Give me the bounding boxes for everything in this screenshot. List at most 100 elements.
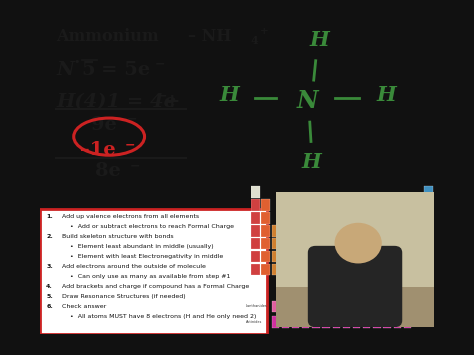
Bar bbox=[322, 301, 330, 312]
Bar bbox=[262, 251, 270, 262]
Text: −: − bbox=[130, 159, 140, 172]
Text: N: N bbox=[297, 89, 319, 113]
Bar bbox=[393, 225, 402, 236]
Bar bbox=[282, 238, 291, 250]
Bar bbox=[262, 225, 270, 236]
Bar bbox=[262, 238, 270, 250]
Bar bbox=[383, 264, 392, 275]
Bar bbox=[251, 199, 260, 211]
Text: −: − bbox=[125, 138, 136, 151]
Bar bbox=[322, 264, 331, 275]
Text: = 5e: = 5e bbox=[101, 61, 150, 79]
Text: Build skeleton structure with bonds: Build skeleton structure with bonds bbox=[62, 234, 173, 239]
Text: H: H bbox=[302, 153, 322, 173]
Bar bbox=[424, 186, 433, 198]
Bar bbox=[424, 225, 433, 236]
Bar bbox=[383, 301, 391, 312]
Bar bbox=[343, 316, 350, 328]
Bar bbox=[333, 301, 340, 312]
Bar bbox=[383, 238, 392, 250]
Text: •  Add or subtract electrons to reach Formal Charge: • Add or subtract electrons to reach For… bbox=[62, 224, 234, 229]
Text: 1.: 1. bbox=[46, 213, 53, 219]
Bar bbox=[251, 186, 260, 198]
Text: H: H bbox=[219, 84, 239, 105]
Bar bbox=[272, 251, 280, 262]
Text: Actinides: Actinides bbox=[246, 320, 262, 323]
Bar bbox=[363, 238, 372, 250]
Bar bbox=[393, 301, 401, 312]
Bar bbox=[393, 199, 402, 211]
Text: H: H bbox=[377, 84, 396, 105]
Bar bbox=[282, 264, 291, 275]
Bar bbox=[292, 238, 301, 250]
Bar bbox=[349, 240, 368, 257]
Bar bbox=[312, 301, 319, 312]
Bar bbox=[424, 251, 433, 262]
Bar bbox=[424, 264, 433, 275]
Text: – NH: – NH bbox=[188, 28, 231, 45]
Bar bbox=[333, 225, 341, 236]
Bar bbox=[333, 316, 340, 328]
Text: −: − bbox=[155, 58, 165, 71]
Bar bbox=[363, 264, 372, 275]
Bar bbox=[393, 316, 401, 328]
Bar bbox=[312, 238, 321, 250]
Bar bbox=[343, 238, 351, 250]
Bar bbox=[251, 238, 260, 250]
Bar bbox=[383, 225, 392, 236]
Bar bbox=[262, 212, 270, 224]
Text: −: − bbox=[157, 90, 167, 103]
Bar bbox=[404, 238, 412, 250]
Bar bbox=[343, 264, 351, 275]
Bar bbox=[414, 251, 422, 262]
Bar bbox=[373, 212, 382, 224]
Bar bbox=[373, 251, 382, 262]
Bar bbox=[322, 238, 331, 250]
Bar bbox=[393, 264, 402, 275]
Bar bbox=[302, 225, 311, 236]
Bar bbox=[373, 316, 381, 328]
Bar bbox=[302, 251, 311, 262]
Bar bbox=[251, 212, 260, 224]
Bar bbox=[373, 238, 382, 250]
Bar bbox=[282, 316, 289, 328]
Bar bbox=[276, 286, 434, 327]
Text: 2.: 2. bbox=[46, 234, 53, 239]
Text: 8e: 8e bbox=[95, 163, 121, 180]
Bar bbox=[312, 316, 319, 328]
Bar bbox=[353, 225, 362, 236]
Bar bbox=[353, 264, 362, 275]
Bar bbox=[272, 301, 279, 312]
Bar bbox=[292, 264, 301, 275]
Text: H(4)1 = 4e: H(4)1 = 4e bbox=[56, 93, 176, 111]
Text: Ammonium: Ammonium bbox=[56, 28, 159, 45]
Bar bbox=[353, 251, 362, 262]
Bar bbox=[312, 225, 321, 236]
Bar bbox=[312, 264, 321, 275]
Bar bbox=[393, 238, 402, 250]
Text: +: + bbox=[260, 27, 269, 37]
FancyBboxPatch shape bbox=[308, 246, 402, 327]
Bar bbox=[292, 225, 301, 236]
Bar bbox=[404, 212, 412, 224]
Text: N: N bbox=[56, 61, 74, 79]
Text: •  Element least abundant in middle (usually): • Element least abundant in middle (usua… bbox=[62, 244, 214, 248]
Bar bbox=[272, 238, 280, 250]
Bar bbox=[373, 225, 382, 236]
Text: •: • bbox=[74, 58, 80, 67]
Bar bbox=[292, 316, 299, 328]
Text: 4.: 4. bbox=[46, 284, 53, 289]
Bar bbox=[302, 301, 310, 312]
Text: •  Element with least Electronegativity in middle: • Element with least Electronegativity i… bbox=[62, 253, 223, 258]
Bar bbox=[343, 251, 351, 262]
Bar bbox=[322, 251, 331, 262]
Bar bbox=[363, 251, 372, 262]
Bar bbox=[404, 251, 412, 262]
Bar bbox=[333, 238, 341, 250]
Bar bbox=[292, 301, 299, 312]
Bar bbox=[282, 301, 289, 312]
Bar bbox=[383, 316, 391, 328]
Bar bbox=[353, 316, 360, 328]
Text: +: + bbox=[164, 93, 181, 111]
Bar bbox=[373, 199, 382, 211]
